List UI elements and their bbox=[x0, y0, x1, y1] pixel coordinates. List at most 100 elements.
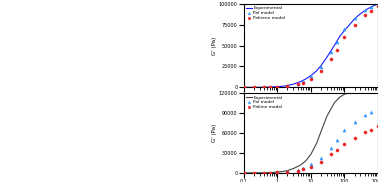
Experimental bbox=[281, 85, 285, 87]
Palirene model bbox=[308, 78, 314, 80]
Palirene model bbox=[251, 86, 257, 89]
Experimental bbox=[304, 160, 308, 162]
Legend: Experimental, Pal model, Palime model: Experimental, Pal model, Palime model bbox=[246, 95, 283, 110]
Pal model bbox=[318, 66, 324, 69]
Experimental bbox=[348, 92, 353, 94]
Experimental bbox=[319, 64, 323, 67]
Palime model bbox=[352, 136, 358, 139]
Pal model bbox=[334, 41, 340, 44]
Pal model bbox=[274, 85, 280, 88]
Experimental bbox=[358, 91, 363, 93]
Pal model bbox=[308, 75, 314, 78]
Palirene model bbox=[274, 85, 280, 88]
Palime model bbox=[251, 171, 257, 174]
Palime model bbox=[267, 171, 273, 174]
Experimental bbox=[366, 90, 370, 93]
Pal model bbox=[267, 86, 273, 88]
Pal model bbox=[375, 2, 378, 5]
Pal model bbox=[341, 27, 347, 30]
Palime model bbox=[261, 171, 267, 174]
Experimental bbox=[281, 170, 285, 173]
Experimental bbox=[376, 3, 378, 5]
Experimental bbox=[352, 18, 357, 20]
Pal model bbox=[367, 110, 373, 113]
Experimental bbox=[285, 169, 290, 172]
Pal model bbox=[251, 171, 257, 174]
Pal model bbox=[294, 168, 301, 171]
Pal model bbox=[308, 163, 314, 166]
Experimental bbox=[252, 86, 256, 88]
Palirene model bbox=[261, 86, 267, 89]
Palime model bbox=[334, 148, 340, 151]
Palime model bbox=[274, 171, 280, 174]
Pal model bbox=[352, 16, 358, 19]
Experimental bbox=[325, 115, 329, 117]
Experimental bbox=[314, 70, 319, 72]
Experimental bbox=[285, 84, 290, 87]
Palirene model bbox=[328, 58, 334, 60]
Experimental bbox=[265, 172, 270, 174]
Legend: Experimental, Pal model, Palirene model: Experimental, Pal model, Palirene model bbox=[246, 6, 286, 20]
Y-axis label: G' (Pa): G' (Pa) bbox=[212, 124, 217, 142]
Experimental bbox=[332, 102, 337, 104]
Pal model bbox=[362, 113, 368, 116]
Pal model bbox=[251, 86, 257, 89]
Palirene model bbox=[352, 24, 358, 27]
Palime model bbox=[375, 125, 378, 128]
Experimental bbox=[291, 83, 296, 85]
Palime model bbox=[318, 160, 324, 163]
Experimental bbox=[299, 164, 303, 166]
Pal model bbox=[328, 146, 334, 149]
Palime model bbox=[301, 168, 307, 171]
Experimental bbox=[265, 86, 270, 88]
Experimental bbox=[257, 86, 262, 88]
Pal model bbox=[328, 51, 334, 54]
Palirene model bbox=[284, 85, 290, 88]
Palime model bbox=[328, 153, 334, 156]
Experimental bbox=[308, 75, 313, 77]
Experimental bbox=[270, 171, 274, 174]
Experimental bbox=[308, 153, 313, 155]
Experimental bbox=[275, 86, 280, 88]
Experimental bbox=[291, 167, 296, 170]
Pal model bbox=[362, 8, 368, 11]
Experimental bbox=[248, 172, 252, 174]
Palime model bbox=[367, 128, 373, 131]
Palime model bbox=[241, 171, 247, 174]
Palirene model bbox=[267, 86, 273, 89]
Pal model bbox=[284, 84, 290, 87]
Palirene model bbox=[241, 86, 247, 89]
Pal model bbox=[261, 86, 267, 89]
Palirene model bbox=[294, 83, 301, 86]
Palirene model bbox=[367, 10, 373, 13]
Experimental bbox=[252, 172, 256, 174]
Pal model bbox=[241, 86, 247, 89]
Experimental bbox=[358, 13, 363, 15]
Palirene model bbox=[362, 14, 368, 17]
Experimental bbox=[370, 5, 375, 7]
Experimental bbox=[242, 172, 246, 174]
Experimental bbox=[275, 171, 280, 173]
Experimental bbox=[304, 78, 308, 80]
Experimental bbox=[342, 29, 347, 31]
Palirene model bbox=[341, 36, 347, 39]
Experimental bbox=[352, 91, 357, 93]
Experimental bbox=[348, 23, 353, 25]
Experimental bbox=[342, 93, 347, 95]
Line: Experimental: Experimental bbox=[244, 4, 378, 87]
Palirene model bbox=[375, 5, 378, 8]
Pal model bbox=[241, 171, 247, 174]
Experimental bbox=[332, 44, 337, 47]
Palime model bbox=[284, 170, 290, 173]
Pal model bbox=[367, 5, 373, 8]
Palime model bbox=[362, 131, 368, 134]
Experimental bbox=[370, 90, 375, 93]
Experimental bbox=[319, 130, 323, 133]
Pal model bbox=[301, 166, 307, 169]
Experimental bbox=[299, 80, 303, 83]
Experimental bbox=[242, 86, 246, 88]
Line: Experimental: Experimental bbox=[244, 92, 378, 173]
Pal model bbox=[267, 171, 273, 174]
Palime model bbox=[341, 142, 347, 145]
Experimental bbox=[325, 56, 329, 58]
